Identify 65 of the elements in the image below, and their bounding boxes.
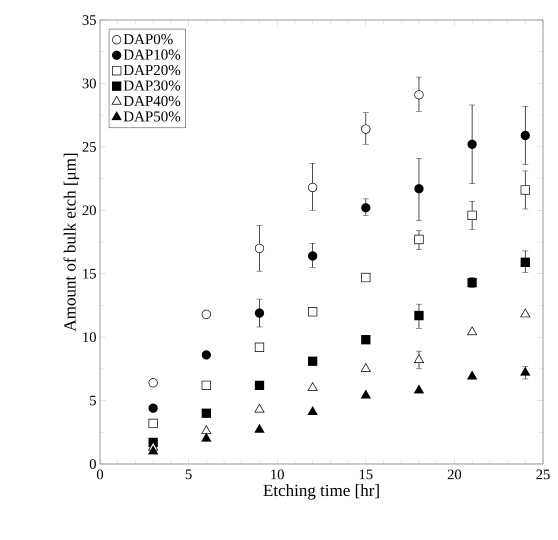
y-tick-label: 35 <box>82 15 96 25</box>
x-tick-label: 5 <box>186 470 192 480</box>
point <box>467 210 477 220</box>
legend-label: DAP10% <box>124 50 180 60</box>
legend-label: DAP50% <box>124 111 180 122</box>
x-tick-label: 20 <box>448 470 462 480</box>
point <box>201 432 212 442</box>
legend-label: DAP0% <box>124 34 173 44</box>
point <box>148 404 158 413</box>
y-tick-label: 15 <box>83 268 96 279</box>
y-tick-label: 0 <box>90 459 96 469</box>
point <box>520 185 530 195</box>
legend-label: DAP30% <box>124 80 180 91</box>
point <box>202 350 211 360</box>
point <box>467 326 478 336</box>
point <box>520 367 530 376</box>
x-tick-label: 25 <box>536 470 550 480</box>
point <box>361 203 370 212</box>
y-tick-label: 5 <box>90 396 96 406</box>
y-tick-label: 20 <box>82 205 96 216</box>
point <box>308 382 318 391</box>
point <box>308 251 318 261</box>
x-tick-label: 10 <box>271 470 284 480</box>
legend-label: DAP40% <box>124 96 180 106</box>
point <box>308 406 318 415</box>
point <box>148 378 158 388</box>
point <box>520 130 530 140</box>
point <box>254 380 264 390</box>
point <box>202 310 211 319</box>
x-tick-label: 0 <box>96 470 104 480</box>
point <box>254 342 264 352</box>
y-axis-title: Amount of bulk etch [μm] <box>64 154 80 332</box>
point <box>202 380 211 390</box>
point <box>360 363 371 372</box>
point <box>414 354 424 363</box>
point <box>254 308 264 318</box>
point <box>361 124 370 134</box>
point <box>414 184 424 194</box>
point <box>361 335 370 344</box>
point <box>148 446 158 454</box>
point <box>308 307 318 316</box>
point <box>414 90 424 100</box>
point <box>148 418 158 428</box>
point <box>254 244 264 253</box>
point <box>520 258 530 267</box>
point <box>414 310 424 320</box>
point <box>308 182 318 192</box>
point <box>467 140 477 149</box>
point <box>520 308 530 318</box>
point <box>467 370 478 380</box>
y-tick-label: 25 <box>82 142 96 152</box>
point <box>254 424 264 433</box>
point <box>202 408 211 418</box>
point <box>414 384 424 394</box>
point <box>360 390 371 398</box>
y-tick-label: 30 <box>82 78 96 88</box>
x-tick-label: 15 <box>360 470 372 480</box>
point <box>254 404 264 412</box>
point <box>414 234 424 244</box>
x-axis-title: Etching time [hr] <box>263 484 379 500</box>
legend-label: DAP20% <box>124 64 180 76</box>
point <box>361 272 370 282</box>
point <box>308 356 318 366</box>
y-tick-label: 10 <box>83 332 96 342</box>
point <box>201 425 212 434</box>
